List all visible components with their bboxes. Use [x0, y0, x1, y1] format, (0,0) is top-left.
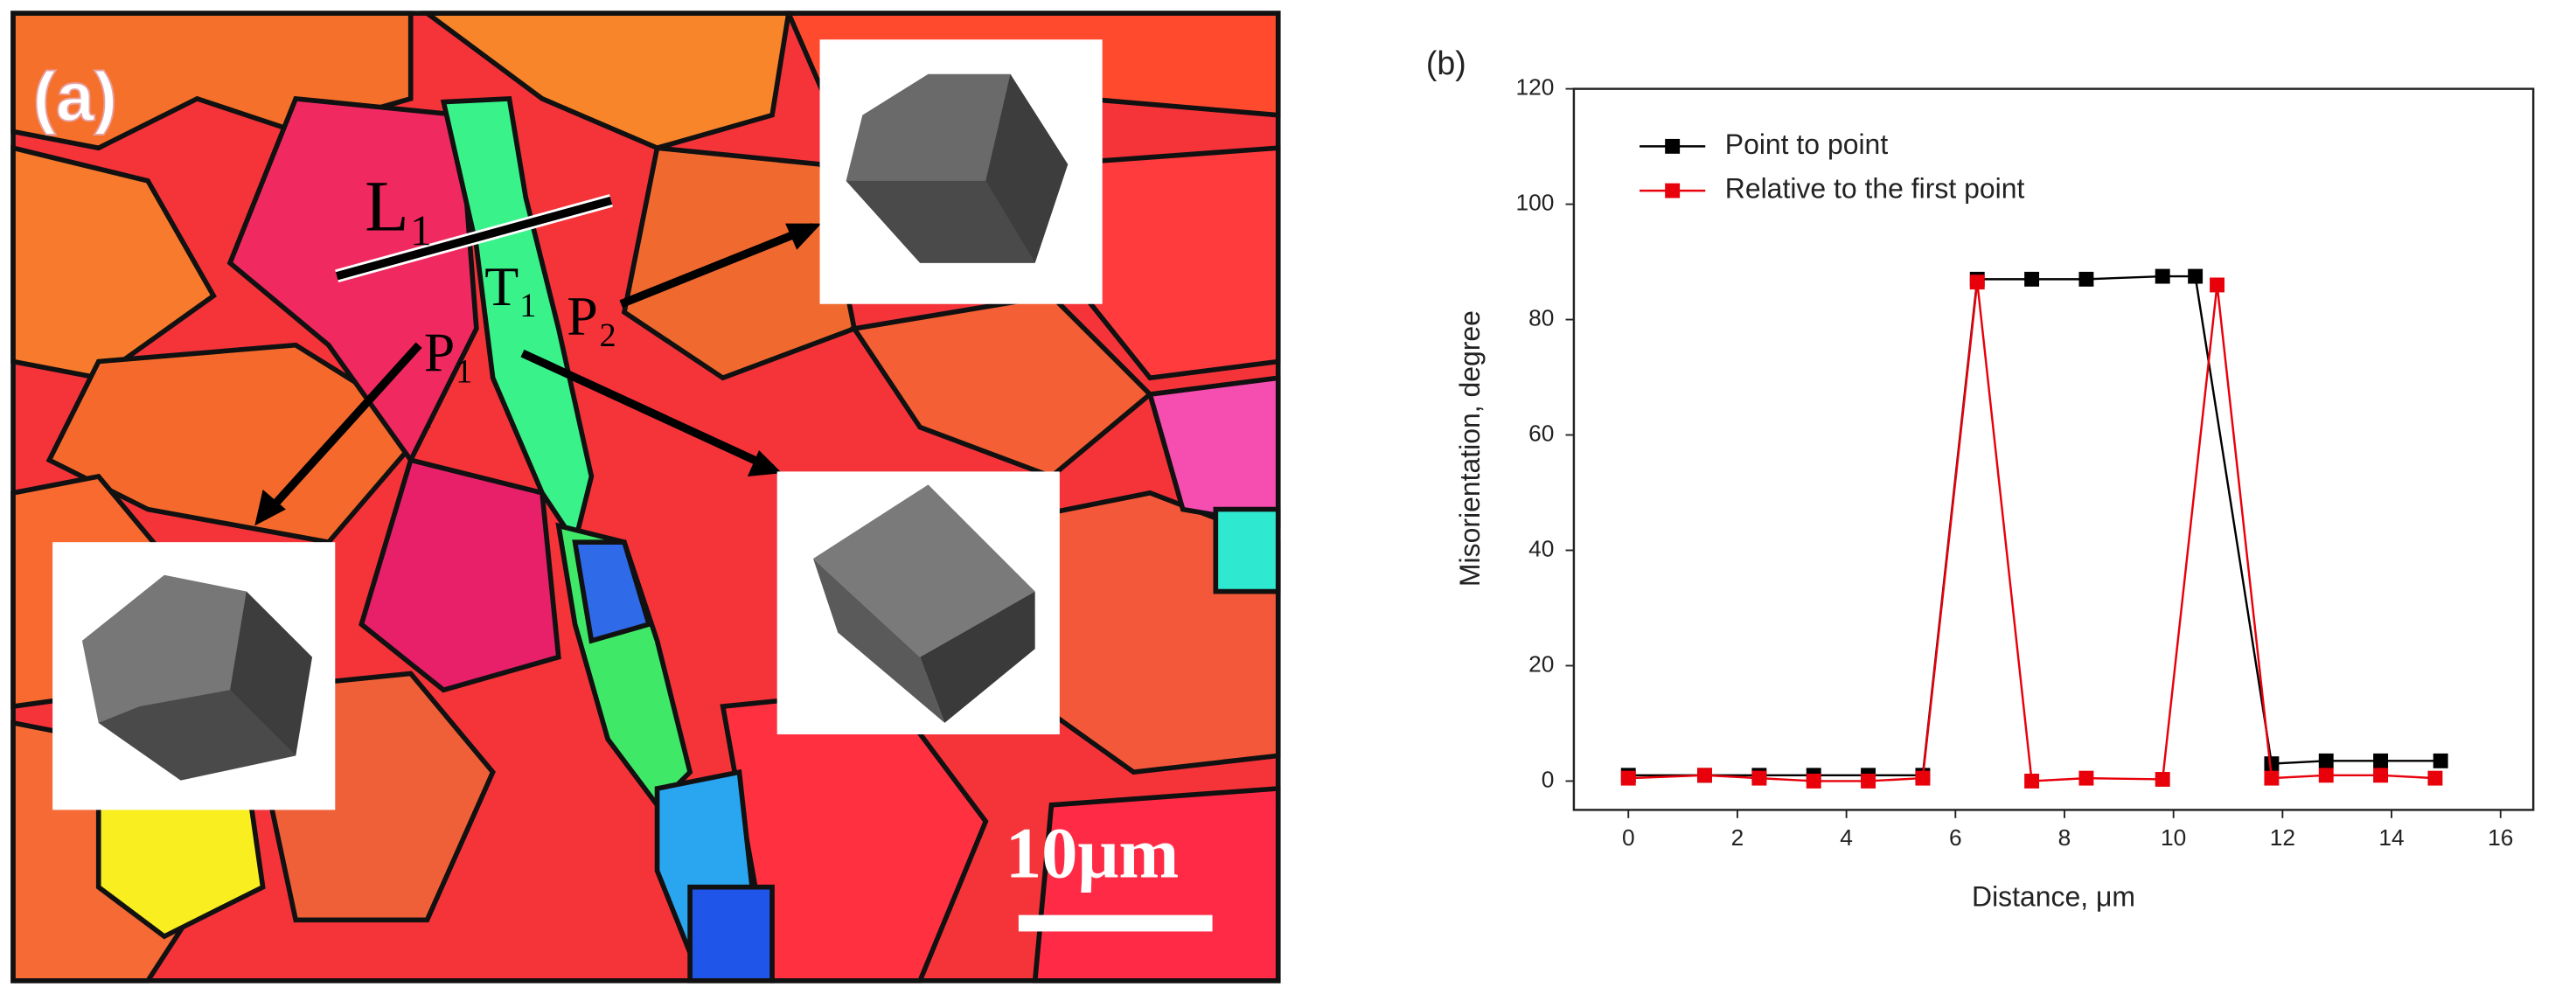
marker [2024, 773, 2040, 789]
y-tick-label: 40 [1528, 535, 1554, 561]
x-tick-label: 10 [2161, 824, 2186, 851]
marker [1620, 770, 1636, 786]
scale-bar-line [1018, 914, 1213, 932]
x-tick-label: 12 [2270, 824, 2295, 851]
y-axis-title: Misorientation, degree [1454, 310, 1486, 587]
y-tick-label: 20 [1528, 650, 1554, 677]
arrows [254, 194, 822, 526]
annotation: T₁ [484, 255, 538, 317]
marker [2210, 277, 2225, 293]
panel-label: (a) [33, 58, 117, 135]
marker [2155, 771, 2170, 787]
y-tick-label: 120 [1515, 74, 1554, 101]
y-tick-label: 0 [1542, 766, 1555, 792]
marker [1697, 768, 1712, 783]
legend-label: Point to point [1725, 129, 1889, 160]
x-tick-label: 6 [1949, 824, 1962, 851]
marker [2078, 770, 2094, 786]
x-tick-label: 14 [2378, 824, 2404, 851]
marker [2024, 271, 2040, 287]
annotation: P₂ [567, 285, 617, 347]
series-line [1628, 282, 2435, 782]
x-tick-label: 2 [1731, 824, 1744, 851]
crystal-insets [52, 39, 1103, 810]
scale-bar-label: 10μm [1006, 813, 1179, 893]
marker [1915, 770, 1931, 786]
x-tick-label: 8 [2058, 824, 2071, 851]
annotation: L₁ [365, 165, 434, 246]
plot-frame [1572, 87, 2535, 811]
y-tick-label: 100 [1515, 190, 1554, 216]
y-tick-label: 80 [1528, 305, 1554, 331]
marker [2078, 271, 2094, 287]
x-tick-label: 0 [1622, 824, 1635, 851]
marker [2433, 753, 2448, 768]
marker [2373, 768, 2389, 783]
marker [2188, 268, 2204, 284]
marker [2264, 770, 2280, 786]
series-line [1628, 275, 2441, 777]
legend-marker [1665, 138, 1681, 154]
marker [2155, 268, 2170, 284]
marker [1751, 770, 1767, 786]
marker [2264, 756, 2280, 772]
marker [2318, 753, 2334, 768]
marker [1969, 275, 1985, 290]
x-axis-title: Distance, μm [1972, 880, 2135, 912]
marker [2318, 768, 2334, 783]
y-tick-label: 60 [1528, 420, 1554, 446]
legend-label: Relative to the first point [1725, 173, 2025, 205]
x-tick-label: 16 [2488, 824, 2513, 851]
x-tick-label: 4 [1840, 824, 1853, 851]
marker [2373, 753, 2389, 768]
marker [1861, 773, 1876, 789]
marker [2427, 770, 2443, 786]
marker [1806, 773, 1821, 789]
panel-label: (b) [1426, 45, 1466, 81]
legend-marker [1665, 183, 1681, 198]
annotation: P₁ [424, 321, 475, 383]
